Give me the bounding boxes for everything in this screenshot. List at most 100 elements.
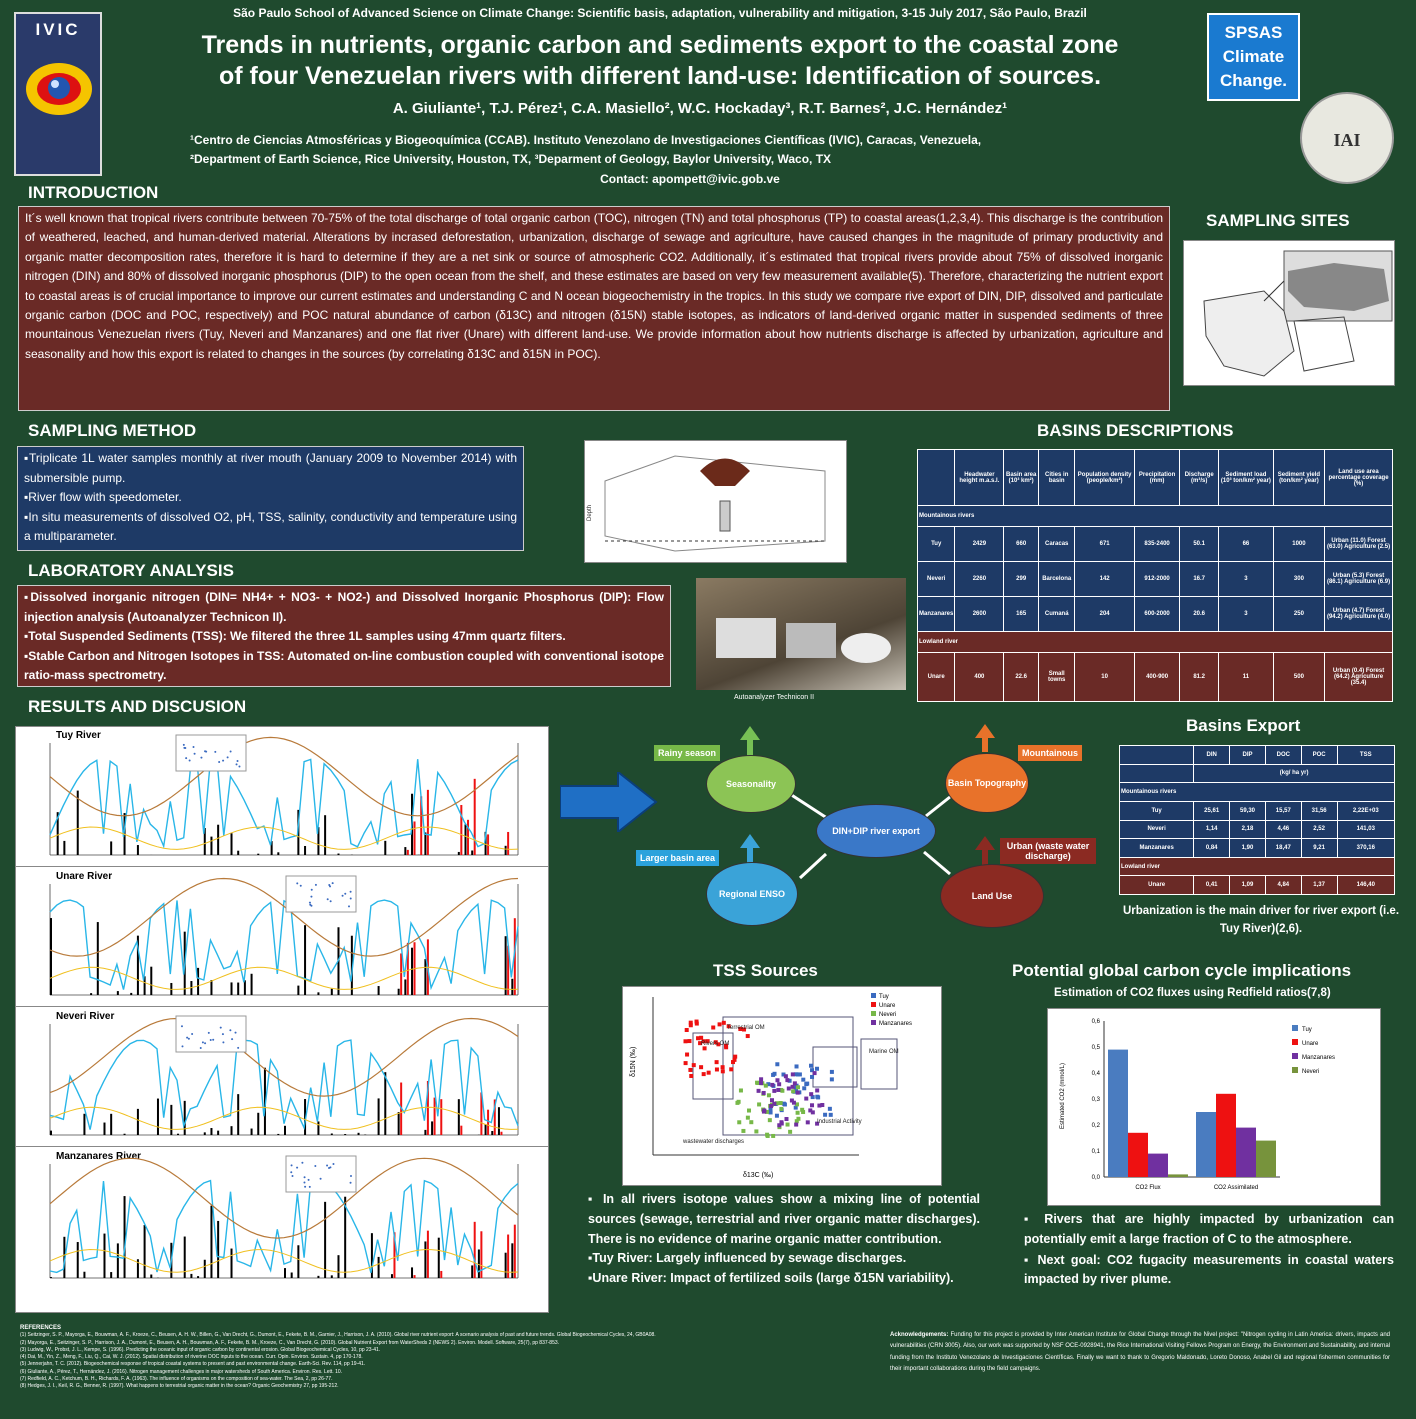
title-line-2: of four Venezuelan rivers with different… bbox=[218, 62, 1102, 90]
isotope-point bbox=[691, 1063, 696, 1068]
table-cell: 370,16 bbox=[1336, 838, 1396, 858]
din-bar bbox=[217, 824, 220, 855]
din-bar bbox=[390, 1274, 393, 1278]
table-cell: 2429 bbox=[954, 526, 1005, 562]
title-line-1: Trends in nutrients, organic carbon and … bbox=[201, 31, 1119, 59]
isotope-point bbox=[714, 1060, 719, 1065]
isotope-point bbox=[768, 1110, 773, 1115]
din-bar bbox=[136, 935, 139, 995]
sampling-diagram: Depth bbox=[584, 440, 847, 563]
tss-line bbox=[49, 1017, 519, 1097]
tss-bullets: ▪ In all rivers isotope values show a mi… bbox=[588, 1190, 980, 1289]
din-bar bbox=[297, 1245, 300, 1278]
inset-point bbox=[234, 1031, 237, 1034]
export-group-label: Lowland river bbox=[1119, 856, 1395, 877]
din-bar bbox=[504, 1252, 507, 1278]
din-bar bbox=[484, 1124, 487, 1135]
din-bar bbox=[290, 1272, 293, 1278]
isotope-point bbox=[777, 1082, 782, 1087]
isotope-point bbox=[815, 1094, 820, 1099]
right-arrow-icon bbox=[560, 772, 658, 832]
table-row: Neveri 2260 299 Barcelona 142 912-2000 16.7 3 30… bbox=[916, 561, 1393, 597]
table-cell: Caracas bbox=[1037, 526, 1076, 562]
isotope-point bbox=[684, 1027, 689, 1032]
din-bar bbox=[457, 1099, 460, 1135]
din-bar bbox=[116, 1243, 119, 1278]
din-bar bbox=[210, 1128, 213, 1135]
legend-swatch bbox=[1292, 1025, 1298, 1031]
table-cell: 835-2400 bbox=[1133, 526, 1181, 562]
isotope-point bbox=[768, 1107, 773, 1112]
isotope-point bbox=[829, 1069, 834, 1074]
dip-bar bbox=[507, 945, 510, 995]
landuse-node: Land Use bbox=[940, 864, 1044, 928]
isotope-point bbox=[741, 1128, 746, 1133]
basins-table: Headwater height m.a.s.l. Basin area (10… bbox=[916, 449, 1393, 702]
isotope-point bbox=[763, 1083, 768, 1088]
export-col-header bbox=[1118, 745, 1195, 765]
table-cell: 146,40 bbox=[1336, 875, 1396, 895]
isotope-point bbox=[772, 1071, 777, 1076]
carbon-bullet: ▪ Next goal: CO2 fugacity measurements i… bbox=[1024, 1252, 1394, 1287]
dip-bar bbox=[413, 821, 416, 855]
table-cell: Urban (5.3) Forest (86.1) Agriculture (6… bbox=[1324, 561, 1393, 597]
sampling-method-heading: SAMPLING METHOD bbox=[28, 421, 197, 440]
river-charts: Tuy River Unare River Neveri River Manza… bbox=[16, 727, 548, 1312]
dip-bar bbox=[420, 796, 423, 855]
isotope-point bbox=[787, 1078, 792, 1083]
basins-col-header: Headwater height m.a.s.l. bbox=[954, 449, 1005, 506]
din-bar bbox=[384, 840, 387, 855]
inset-point bbox=[329, 900, 332, 903]
inset-scatter bbox=[175, 734, 247, 772]
table-cell: 400 bbox=[954, 652, 1005, 702]
din-bar bbox=[170, 1104, 173, 1135]
isotope-point bbox=[795, 1072, 800, 1077]
references: REFERENCES (1) Seitzinger, S. P., Mayorg… bbox=[20, 1325, 870, 1391]
din-bar bbox=[404, 847, 407, 855]
isotope-point bbox=[779, 1120, 784, 1125]
legend-swatch bbox=[1292, 1067, 1298, 1073]
inset-point bbox=[204, 1042, 207, 1045]
din-bar bbox=[136, 1259, 139, 1278]
dip-bar bbox=[393, 1232, 396, 1278]
din-bar bbox=[197, 1276, 200, 1278]
ivic-logo-text: IVIC bbox=[35, 20, 81, 39]
lab-bullet: ▪Total Suspended Sediments (TSS): We fil… bbox=[24, 629, 566, 643]
din-bar bbox=[317, 827, 320, 855]
isotope-point bbox=[754, 1129, 759, 1134]
lab-equipment-icon bbox=[716, 618, 891, 663]
inset-point bbox=[341, 894, 344, 897]
legend-label: Tuy bbox=[879, 994, 889, 1000]
export-table-container: DIN DIP DOC POC TSS (kg/ ha yr) Mountainous … bbox=[1118, 745, 1396, 895]
din-bar bbox=[384, 1072, 387, 1135]
legend-label: Manzanares bbox=[879, 1021, 912, 1027]
table-cell: 50.1 bbox=[1179, 526, 1220, 562]
table-cell: Urban (4.7) Forest (94.2) Agriculture (4… bbox=[1324, 596, 1393, 632]
rainy-season-tag: Rainy season bbox=[654, 745, 721, 761]
dip-bar bbox=[473, 1221, 476, 1278]
legend-swatch bbox=[1292, 1039, 1298, 1045]
isotope-point bbox=[785, 1122, 790, 1127]
isotope-point bbox=[747, 1108, 752, 1113]
din-bar bbox=[150, 1274, 153, 1278]
references-heading: REFERENCES bbox=[20, 1325, 62, 1331]
inset-point bbox=[236, 760, 239, 763]
basins-col-header: Sediment load (10³ ton/km² year) bbox=[1218, 449, 1274, 506]
river-timeseries-plot bbox=[49, 875, 519, 996]
larger-basin-tag: Larger basin area bbox=[636, 850, 720, 866]
isotope-point bbox=[812, 1071, 817, 1076]
dip-bar bbox=[440, 1099, 443, 1135]
table-cell: 2260 bbox=[954, 561, 1005, 597]
isotope-point bbox=[777, 1123, 782, 1128]
table-cell: 2,22E+03 bbox=[1336, 800, 1396, 821]
legend-swatch bbox=[871, 993, 876, 998]
isotope-point bbox=[800, 1107, 805, 1112]
isotope-point bbox=[801, 1110, 806, 1115]
inset-point bbox=[209, 1039, 212, 1042]
reference-item: (7) Redfield, A. C., Ketchum, B. H., Ric… bbox=[20, 1376, 333, 1383]
din-bar bbox=[183, 1236, 186, 1278]
isotope-point bbox=[757, 1102, 762, 1107]
center-node: DIN+DIP river export bbox=[816, 804, 936, 858]
river-chart-title: Neveri River bbox=[56, 1011, 115, 1022]
din-bar bbox=[143, 976, 146, 995]
